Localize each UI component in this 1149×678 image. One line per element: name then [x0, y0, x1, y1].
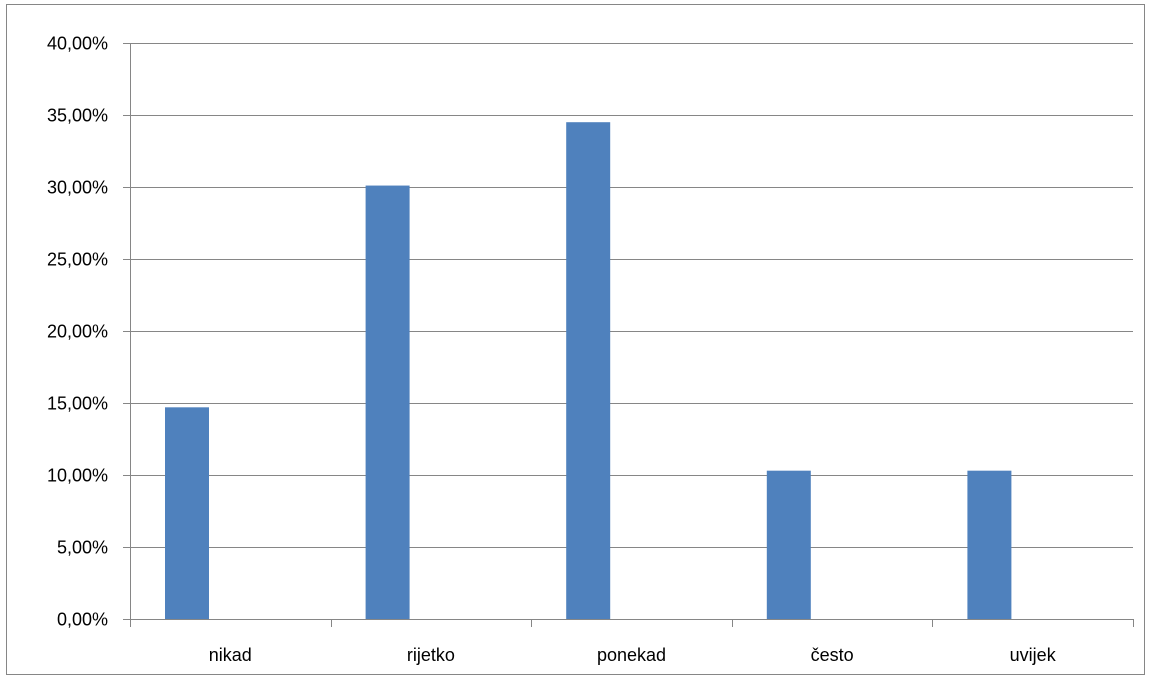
y-tick-label: 5,00% — [57, 538, 108, 558]
bars — [165, 122, 1012, 619]
y-tick-label: 10,00% — [47, 466, 108, 486]
bar-uvijek — [967, 470, 1012, 619]
y-tick-label: 35,00% — [47, 106, 108, 126]
tick-labels: 0,00% 5,00% 10,00% 15,00% 20,00% 25,00% 30,00%… — [47, 34, 1057, 666]
x-tick-label: uvijek — [1010, 645, 1057, 665]
bar-često — [766, 470, 811, 619]
x-tick-label: nikad — [209, 645, 252, 665]
y-tick-label: 40,00% — [47, 34, 108, 54]
bar-nikad — [165, 407, 209, 619]
y-tick-label: 0,00% — [57, 610, 108, 630]
y-tick-label: 15,00% — [47, 394, 108, 414]
x-tick-label: ponekad — [597, 645, 666, 665]
gridlines — [130, 43, 1133, 548]
bar-rijetko — [365, 185, 410, 619]
y-tick-label: 20,00% — [47, 322, 108, 342]
x-tick-label: često — [811, 645, 854, 665]
y-tick-label: 30,00% — [47, 178, 108, 198]
y-tick-label: 25,00% — [47, 250, 108, 270]
axes — [123, 43, 1134, 627]
x-tick-label: rijetko — [407, 645, 455, 665]
bar-ponekad — [566, 122, 611, 619]
